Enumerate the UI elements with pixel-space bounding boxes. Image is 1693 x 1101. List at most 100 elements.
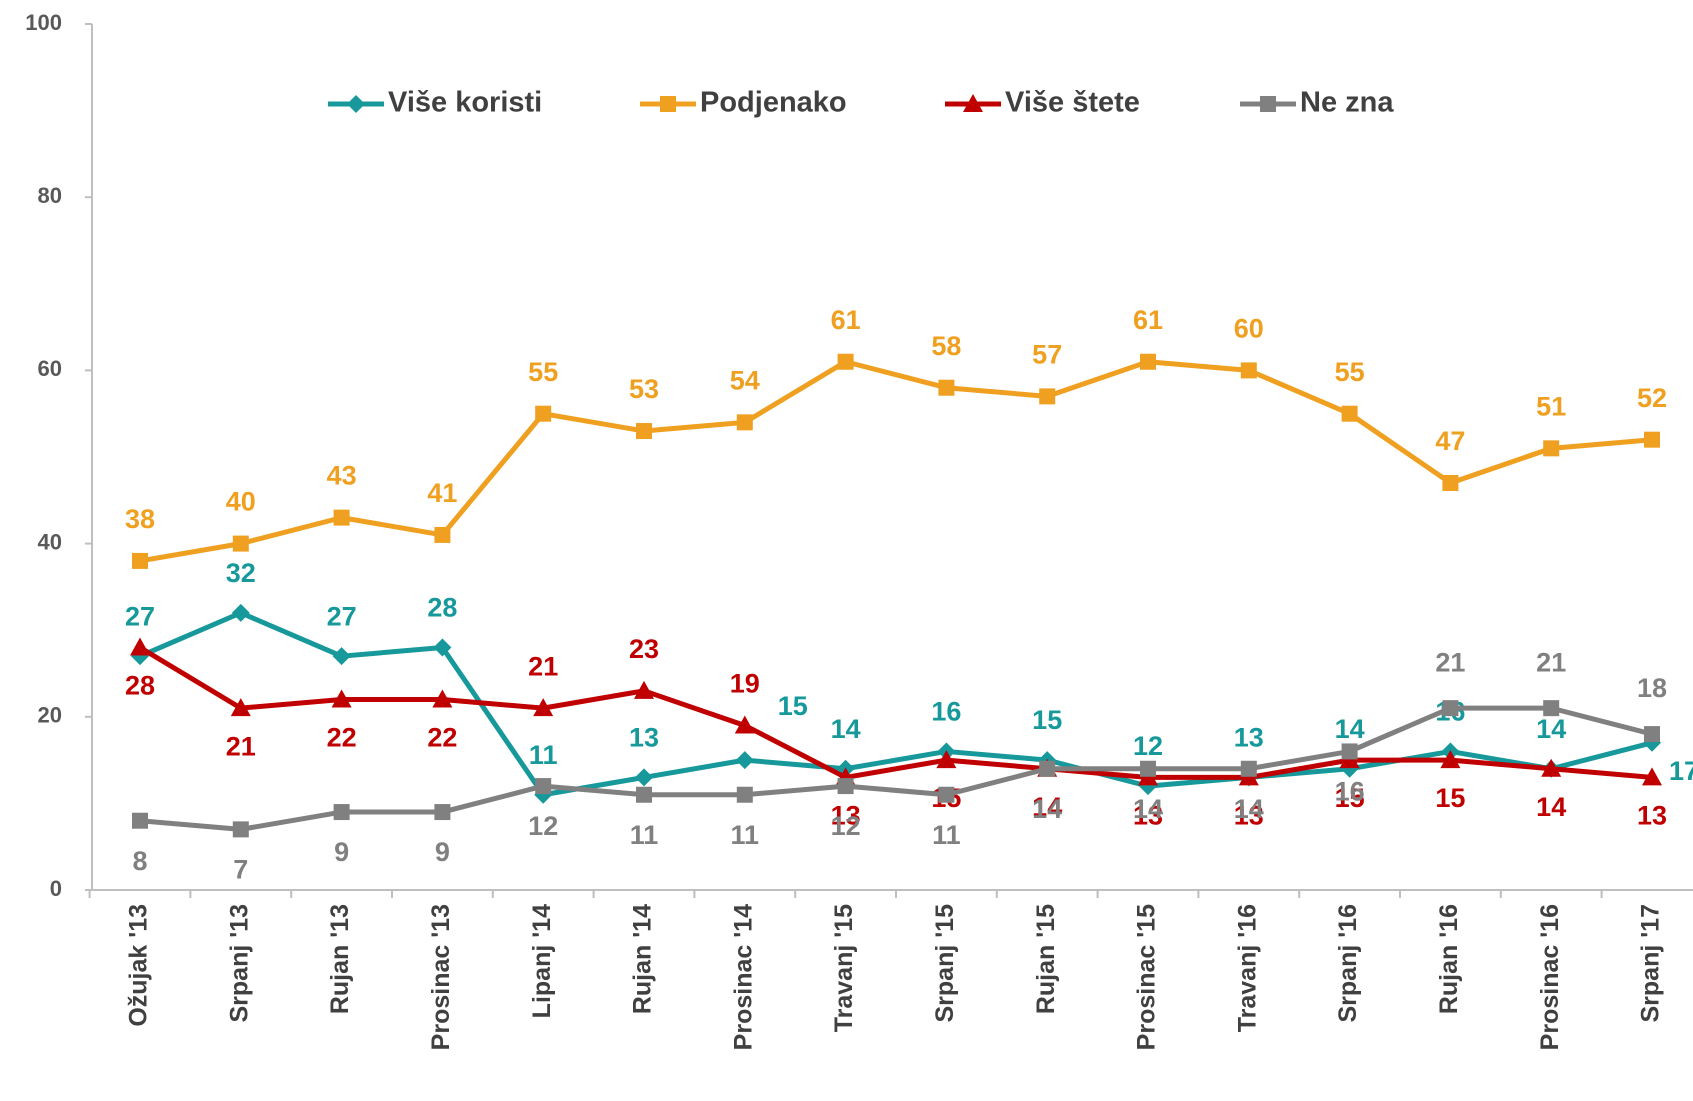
marker [938, 786, 955, 803]
data-label: 9 [435, 837, 450, 867]
data-label: 13 [1133, 801, 1163, 831]
x-tick-label: Prosinac '14 [729, 904, 757, 1050]
marker [232, 821, 249, 838]
marker [1644, 726, 1660, 743]
data-label: 41 [427, 478, 457, 508]
data-label: 21 [1536, 647, 1566, 677]
data-label: 16 [931, 697, 961, 727]
data-label: 53 [629, 374, 659, 404]
data-label: 11 [630, 820, 659, 850]
x-tick-label: Srpanj '15 [931, 904, 959, 1023]
marker [331, 689, 352, 708]
data-label: 17 [1669, 756, 1693, 786]
data-label: 15 [1335, 783, 1365, 813]
data-label: 8 [132, 846, 147, 876]
data-label: 15 [1435, 783, 1465, 813]
x-tick-label: Prosinac '15 [1133, 904, 1161, 1050]
data-label: 13 [831, 801, 861, 831]
marker [130, 637, 150, 656]
data-label: 28 [427, 593, 457, 623]
x-tick-label: Prosinac '16 [1536, 904, 1564, 1050]
data-label: 52 [1637, 383, 1667, 413]
y-tick-label: 0 [50, 876, 62, 901]
data-label: 61 [1133, 305, 1163, 335]
marker [1543, 700, 1560, 717]
x-tick-label: Ožujak '13 [125, 904, 153, 1027]
data-label: 12 [528, 811, 558, 841]
data-label: 11 [932, 820, 961, 850]
marker [1240, 362, 1257, 379]
series: 8 7 9 9 12 11 11 12 11 14 14 14 16 21 21 18 [132, 647, 1667, 885]
marker [1240, 760, 1257, 777]
data-label: 21 [528, 651, 558, 681]
data-label: 57 [1032, 340, 1062, 370]
data-label: 51 [1536, 391, 1566, 421]
data-label: 13 [1234, 801, 1264, 831]
marker [1440, 750, 1461, 769]
marker [433, 638, 452, 657]
marker [1442, 474, 1459, 491]
marker [132, 812, 148, 829]
data-label: 14 [1032, 792, 1062, 822]
data-label: 22 [427, 723, 457, 753]
data-label: 60 [1234, 314, 1264, 344]
marker [1260, 96, 1276, 112]
marker [635, 768, 653, 787]
data-label: 21 [226, 731, 256, 761]
marker [535, 778, 552, 795]
y-tick-label: 80 [38, 183, 62, 208]
x-tick-label: Rujan '13 [326, 904, 354, 1014]
marker [837, 778, 854, 795]
marker [660, 96, 676, 112]
data-label: 12 [1133, 731, 1163, 761]
marker [1341, 743, 1358, 760]
series: 38 40 43 41 55 53 54 61 58 57 61 60 55 47 51 52 [125, 305, 1667, 569]
legend-item: Više koristi [328, 87, 542, 119]
series: 28212222212319131514131315151413 [125, 634, 1667, 831]
legend-item: Ne zna [1240, 87, 1394, 119]
data-label: 54 [730, 365, 760, 395]
x-tick-label: Rujan '16 [1435, 904, 1463, 1014]
line [138, 645, 1653, 780]
data-label: 19 [730, 669, 760, 699]
x-tick-label: Srpanj '13 [225, 904, 253, 1023]
data-label: 23 [629, 634, 659, 664]
data-label: 61 [831, 305, 861, 335]
data-label: 55 [1335, 357, 1365, 387]
legend-label: Ne zna [1300, 87, 1394, 119]
marker [837, 353, 854, 370]
marker [736, 414, 753, 431]
y-tick-label: 60 [38, 356, 62, 381]
marker [432, 689, 453, 708]
data-label: 14 [1536, 792, 1566, 822]
marker [1543, 440, 1560, 457]
marker [533, 698, 554, 717]
legend-item: Više štete [945, 87, 1140, 119]
marker [938, 379, 955, 396]
data-label: 27 [125, 601, 155, 631]
x-tick-label: Lipanj '14 [528, 904, 556, 1018]
legend-item: Podjenako [640, 87, 847, 119]
marker [636, 786, 652, 803]
marker [434, 526, 451, 543]
line [139, 359, 1653, 564]
marker [231, 603, 250, 622]
marker [636, 423, 652, 440]
data-label: 13 [1234, 723, 1264, 753]
data-label: 13 [629, 723, 659, 753]
line [139, 705, 1653, 832]
marker [333, 804, 350, 821]
data-label: 9 [334, 837, 349, 867]
marker [535, 405, 552, 422]
y-tick-label: 20 [38, 703, 62, 728]
legend-label: Više štete [1005, 87, 1140, 119]
y-tick-label: 100 [25, 10, 62, 35]
marker [734, 715, 755, 734]
data-label: 14 [1335, 714, 1365, 744]
data-label: 22 [327, 723, 357, 753]
x-tick-label: Srpanj '17 [1637, 904, 1665, 1023]
x-tick-label: Travanj '16 [1233, 904, 1261, 1032]
data-label: 14 [831, 714, 861, 744]
marker [1644, 431, 1660, 448]
